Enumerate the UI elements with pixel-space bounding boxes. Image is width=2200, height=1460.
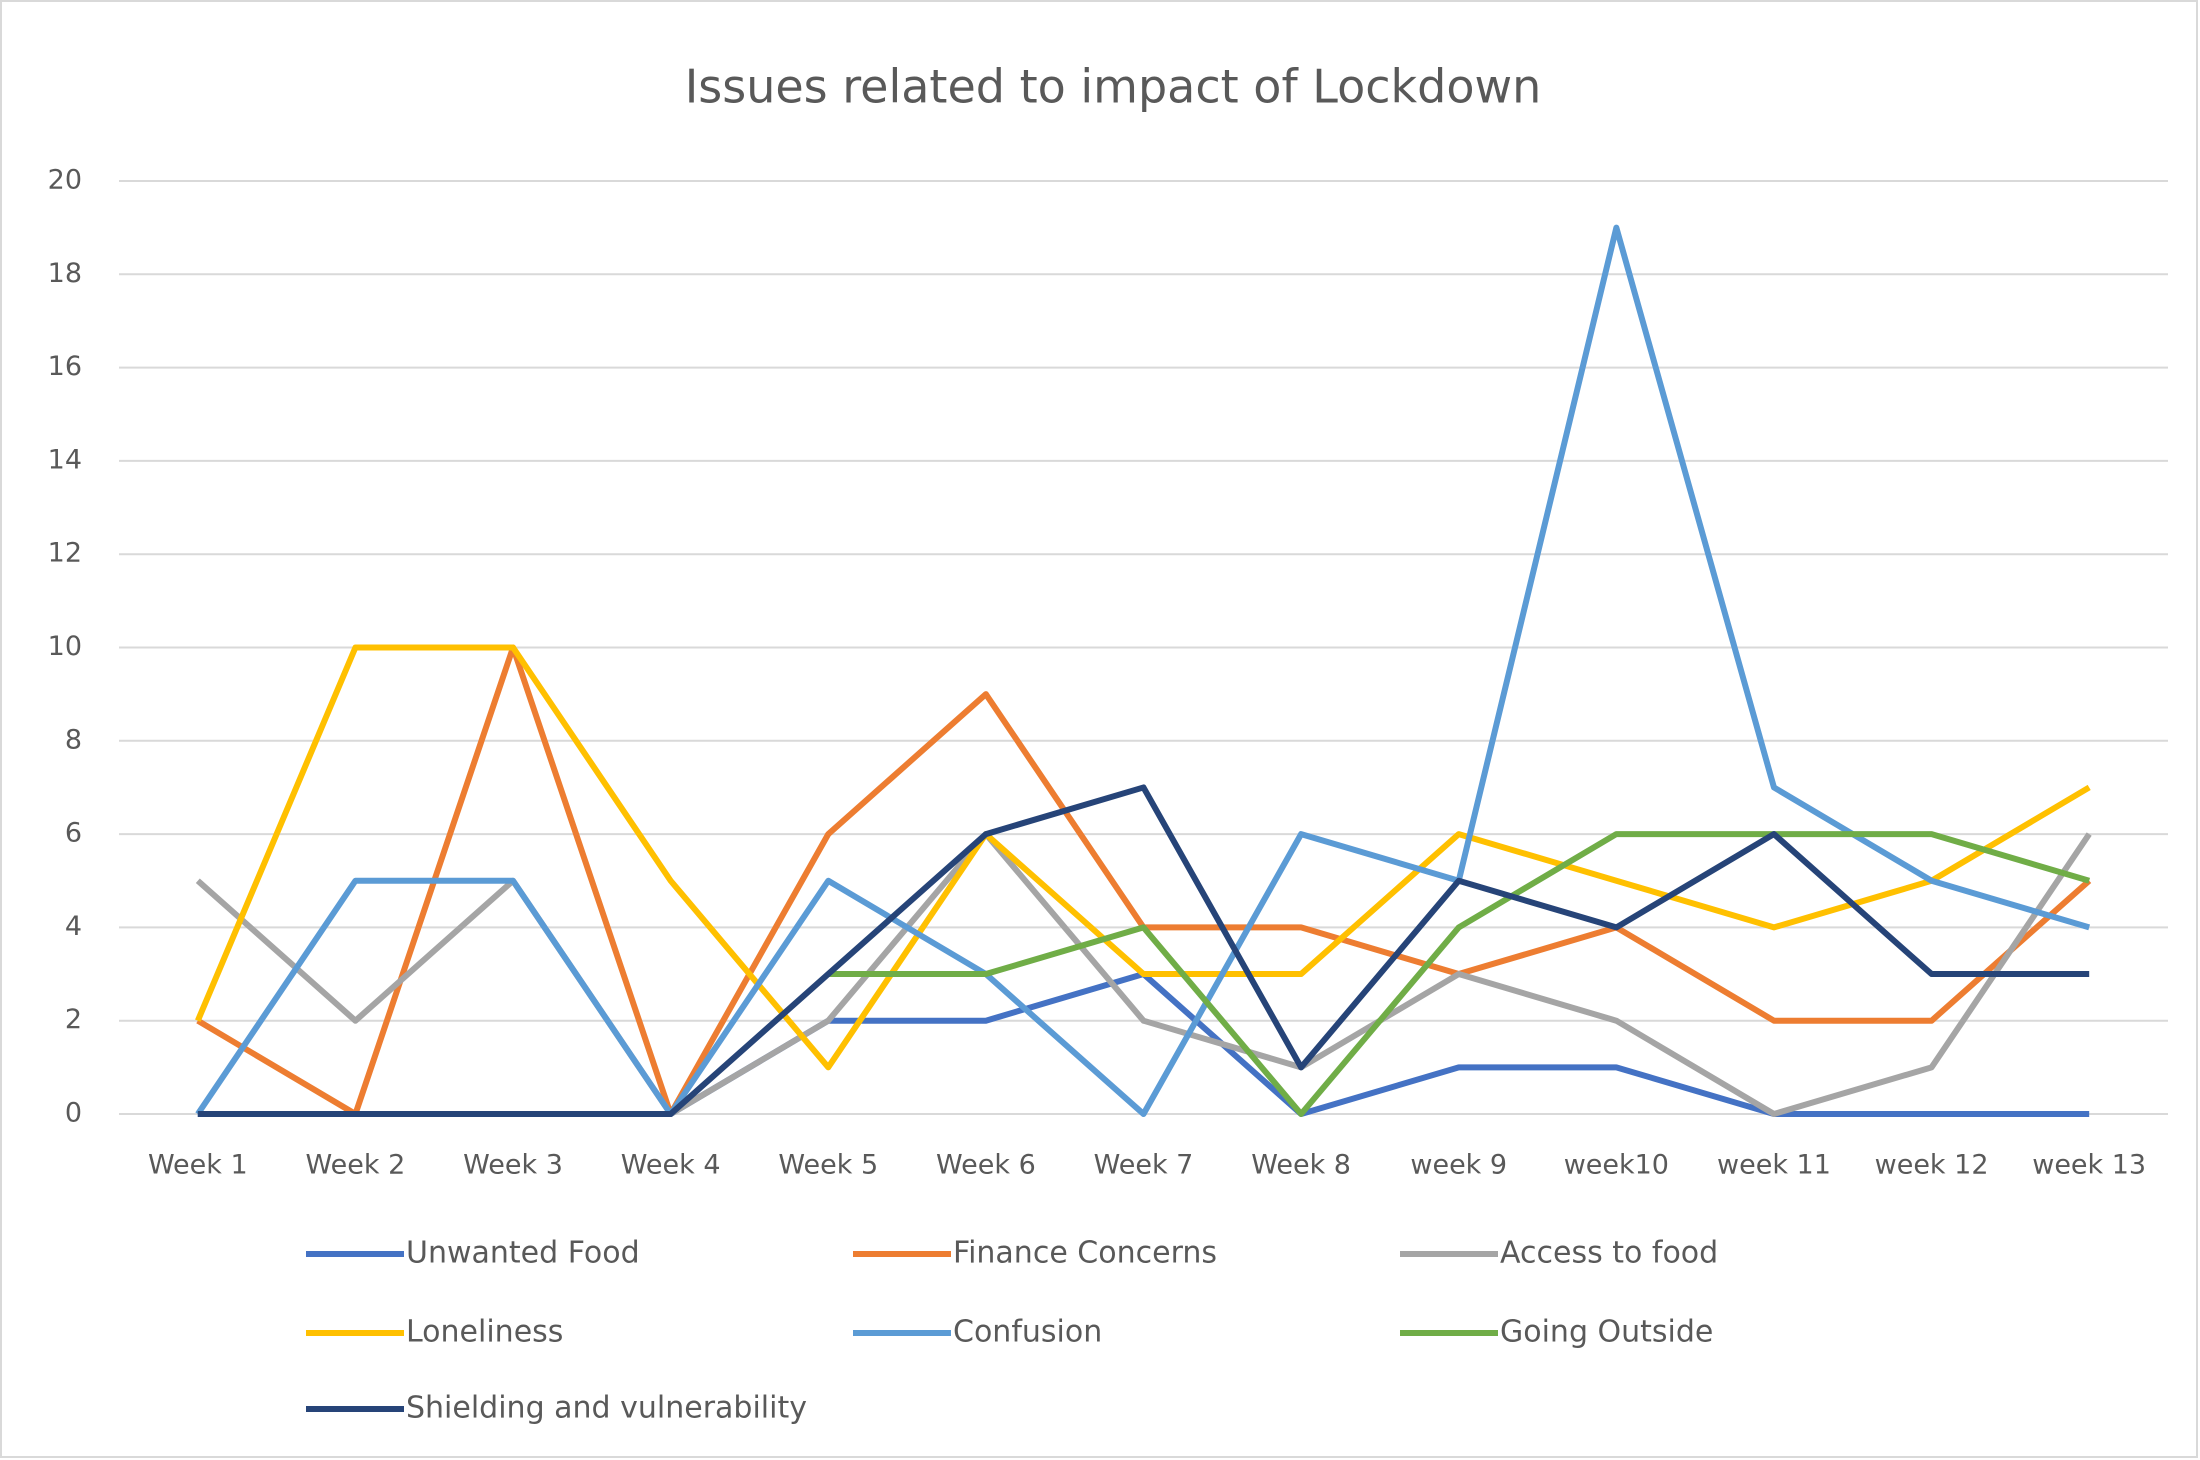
y-tick-label: 0 — [65, 1098, 82, 1129]
y-tick-label: 8 — [65, 724, 82, 755]
x-tick-label: Week 2 — [306, 1150, 406, 1181]
y-tick-label: 10 — [48, 631, 82, 662]
y-tick-label: 6 — [65, 818, 82, 849]
x-tick-label: week 9 — [1410, 1150, 1507, 1181]
series-line — [195, 224, 2091, 1117]
legend-label: Finance Concerns — [953, 1236, 1217, 1271]
series-line — [197, 784, 2090, 1117]
series-line — [828, 831, 2091, 1117]
x-tick-label: week 11 — [1717, 1150, 1831, 1181]
x-tick-label: Week 7 — [1094, 1150, 1194, 1181]
legend-label: Going Outside — [1500, 1315, 1713, 1350]
y-tick-label: 18 — [48, 258, 82, 289]
legend-label: Shielding and vulnerability — [406, 1391, 807, 1426]
chart-title: Issues related to impact of Lockdown — [685, 60, 1542, 114]
x-tick-label: Week 1 — [148, 1150, 248, 1181]
x-tick-label: week 12 — [1875, 1150, 1989, 1181]
legend-label: Confusion — [953, 1315, 1102, 1350]
x-tick-label: Week 6 — [936, 1150, 1036, 1181]
x-tick-label: Week 4 — [621, 1150, 721, 1181]
x-tick-label: week10 — [1564, 1150, 1669, 1181]
y-tick-label: 2 — [65, 1004, 82, 1035]
y-tick-label: 14 — [48, 444, 82, 475]
y-tick-label: 12 — [48, 538, 82, 569]
x-tick-label: Week 8 — [1251, 1150, 1351, 1181]
y-tick-label: 16 — [48, 351, 82, 382]
x-tick-label: week 13 — [2032, 1150, 2146, 1181]
x-tick-label: Week 5 — [778, 1150, 878, 1181]
series-line — [195, 644, 2091, 1071]
legend-label: Unwanted Food — [406, 1236, 640, 1271]
legend-label: Access to food — [1500, 1236, 1718, 1271]
x-tick-label: Week 3 — [463, 1150, 563, 1181]
y-tick-label: 20 — [48, 165, 82, 196]
y-tick-label: 4 — [65, 911, 82, 942]
legend-label: Loneliness — [406, 1315, 563, 1350]
